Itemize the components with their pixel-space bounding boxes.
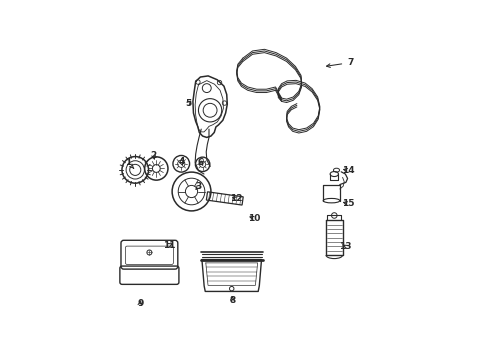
- Text: 9: 9: [137, 299, 144, 308]
- Text: 8: 8: [229, 296, 235, 305]
- Text: 5: 5: [185, 99, 191, 108]
- Text: 4: 4: [178, 157, 184, 166]
- Text: 13: 13: [339, 242, 352, 251]
- Text: 3: 3: [196, 182, 201, 191]
- Text: 1: 1: [124, 158, 134, 168]
- Text: 12: 12: [230, 194, 243, 203]
- Text: 10: 10: [248, 214, 260, 223]
- Text: 11: 11: [163, 240, 175, 249]
- Text: 14: 14: [343, 166, 355, 175]
- Bar: [206, 192, 243, 205]
- Text: 15: 15: [343, 199, 355, 208]
- Text: 7: 7: [326, 58, 354, 67]
- Text: 6: 6: [197, 158, 204, 167]
- Text: 2: 2: [150, 151, 157, 160]
